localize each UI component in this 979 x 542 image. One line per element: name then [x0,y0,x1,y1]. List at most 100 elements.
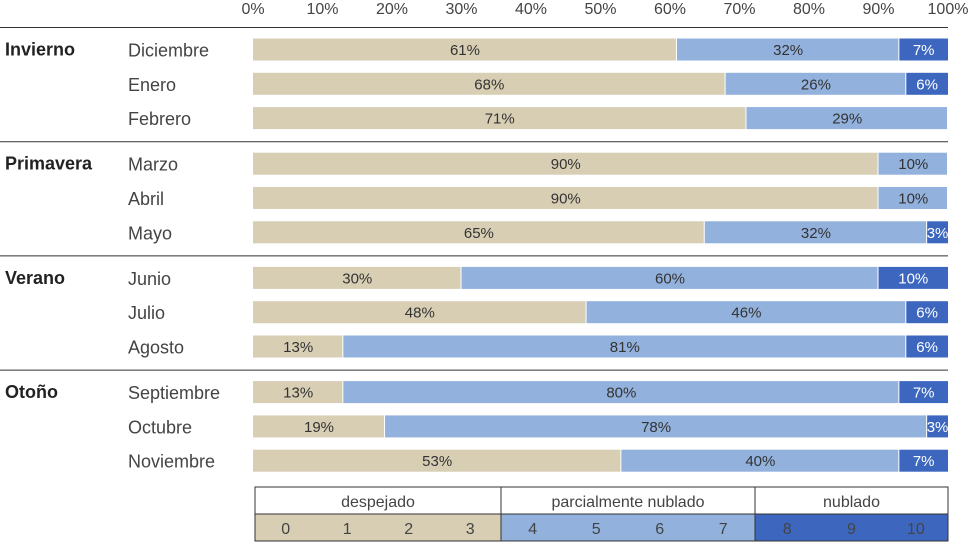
bar-segment [725,72,906,95]
x-tick-label: 90% [862,1,894,18]
bar-segment [746,107,947,130]
data-label: 71% [485,111,515,128]
x-tick-label: 100% [928,1,969,18]
data-label: 32% [801,225,831,242]
x-tick-label: 70% [723,1,755,18]
data-label: 7% [913,385,935,402]
legend-series-name: nublado [823,494,880,511]
season-label: Invierno [5,40,75,60]
bar-segment [253,221,704,244]
legend-series-name: parcialmente nublado [552,494,705,511]
data-label: 19% [304,419,334,436]
x-tick-label: 50% [584,1,616,18]
month-label: Mayo [128,223,172,243]
x-tick-label: 10% [306,1,338,18]
data-label: 90% [551,156,581,173]
month-label: Julio [128,303,165,323]
bar-segment [253,107,746,130]
bar-segment [461,266,878,289]
data-label: 61% [450,42,480,59]
bar-segment [253,449,621,472]
bar-segment [253,381,343,404]
x-tick-label: 60% [654,1,686,18]
month-label: Junio [128,269,171,289]
data-label: 6% [916,76,938,93]
bar-segment [906,72,948,95]
bar-segment [253,415,385,438]
data-label: 32% [773,42,803,59]
bar-segment [704,221,927,244]
month-label: Agosto [128,338,184,358]
legend-title-cell [254,486,502,515]
data-label: 3% [927,225,949,242]
bar-segment [899,381,948,404]
month-label: Enero [128,75,176,95]
month-label: Febrero [128,109,191,129]
legend-swatch [254,513,502,542]
data-label: 30% [342,270,372,287]
legend-tick-label: 1 [343,521,352,538]
x-tick-label: 30% [445,1,477,18]
data-label: 80% [606,385,636,402]
legend-tick-label: 8 [783,521,792,538]
bar-segment [253,335,343,358]
legend-swatch [500,513,756,542]
bar-segment [878,187,947,209]
season-label: Verano [5,268,65,288]
x-tick-label: 40% [515,1,547,18]
data-label: 26% [801,76,831,93]
bar-segment [899,38,948,61]
data-label: 60% [655,270,685,287]
bar-segment [927,221,948,244]
data-label: 13% [283,339,313,356]
bar-segment [621,449,899,472]
bar-segment [253,301,586,324]
data-label: 3% [927,419,949,436]
data-label: 7% [913,42,935,59]
legend-tick-label: 9 [847,521,856,538]
month-label: Marzo [128,155,178,175]
data-label: 48% [405,305,435,322]
legend-tick-label: 7 [719,521,728,538]
data-label: 6% [916,305,938,322]
data-label: 10% [898,270,928,287]
data-label: 90% [551,191,581,208]
legend-tick-label: 0 [281,521,290,538]
data-label: 81% [610,339,640,356]
bar-segment [253,266,461,289]
legend-tick-label: 3 [466,521,475,538]
bar-segment [586,301,906,324]
legend-tick-label: 6 [655,521,664,538]
data-label: 29% [832,111,862,128]
data-label: 78% [641,419,671,436]
legend-swatch [754,513,949,542]
data-label: 46% [731,305,761,322]
month-label: Noviembre [128,452,215,472]
legend-title-cell [754,486,949,515]
month-label: Octubre [128,417,192,437]
legend-tick-label: 2 [404,521,413,538]
data-label: 10% [898,191,928,208]
data-label: 10% [898,156,928,173]
data-label: 53% [422,453,452,470]
data-label: 13% [283,385,313,402]
bar-segment [878,266,948,289]
data-label: 68% [474,76,504,93]
data-label: 7% [913,453,935,470]
bar-segment [343,381,899,404]
season-label: Otoño [5,382,58,402]
bar-segment [385,415,927,438]
bar-segment [899,449,948,472]
bar-segment [253,38,676,61]
legend-tick-label: 5 [592,521,601,538]
legend-title-cell [500,486,756,515]
bar-segment [906,335,948,358]
data-label: 65% [464,225,494,242]
data-label: 40% [745,453,775,470]
legend-series-name: despejado [341,494,415,511]
bar-segment [253,72,725,95]
bar-segment [253,187,878,209]
bar-segment [253,152,878,175]
bar-segment [878,152,947,175]
bar-segment [676,38,899,61]
